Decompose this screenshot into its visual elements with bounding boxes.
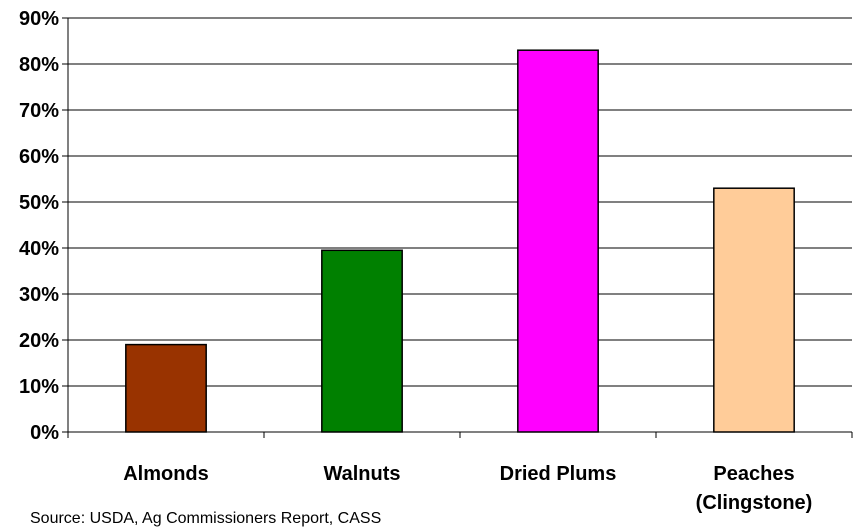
- bar-almonds: [125, 343, 207, 433]
- x-tick-label: Dried Plums: [500, 463, 617, 485]
- y-tick-label: 70%: [19, 100, 59, 122]
- y-tick-label: 10%: [19, 376, 59, 398]
- bar-peaches-clingstone: [713, 187, 795, 433]
- y-tick-label: 20%: [19, 330, 59, 352]
- gridlines: [68, 17, 852, 387]
- x-tick-label: Walnuts: [323, 463, 400, 485]
- bars: [125, 49, 795, 433]
- y-tick-label: 60%: [19, 146, 59, 168]
- source-note: Source: USDA, Ag Commissioners Report, C…: [30, 510, 381, 527]
- y-tick-label: 30%: [19, 284, 59, 306]
- x-tick-label: (Clingstone): [696, 492, 813, 514]
- y-tick-label: 50%: [19, 192, 59, 214]
- y-tick-label: 40%: [19, 238, 59, 260]
- x-tick-labels: Almonds Walnuts Dried Plums Peaches (Clingst…: [123, 463, 812, 514]
- x-tick-label: Almonds: [123, 463, 209, 485]
- y-tick-label: 90%: [19, 8, 59, 30]
- x-tick-label: Peaches: [713, 463, 794, 485]
- bar-dried-plums: [517, 49, 599, 433]
- axes: [62, 17, 853, 438]
- y-tick-label: 0%: [30, 422, 59, 444]
- y-tick-labels: 0% 10% 20% 30% 40% 50% 60% 70% 80% 90%: [19, 8, 59, 444]
- bar-walnuts: [321, 249, 403, 433]
- y-tick-label: 80%: [19, 54, 59, 76]
